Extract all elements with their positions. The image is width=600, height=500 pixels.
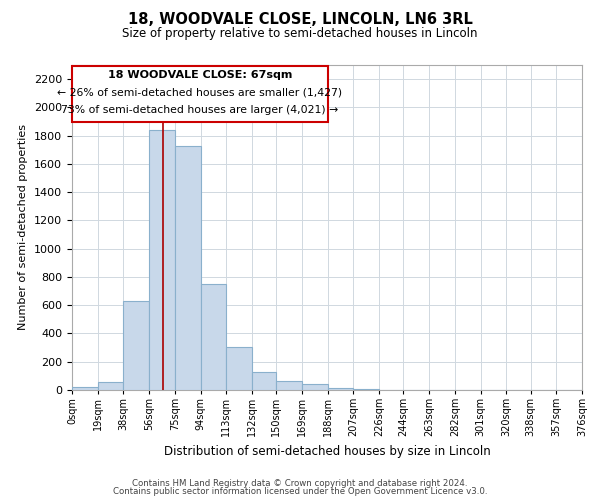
Bar: [276, 381, 302, 390]
Text: Size of property relative to semi-detached houses in Lincoln: Size of property relative to semi-detach…: [122, 28, 478, 40]
Text: Contains HM Land Registry data © Crown copyright and database right 2024.: Contains HM Land Registry data © Crown c…: [132, 478, 468, 488]
Text: 18 WOODVALE CLOSE: 67sqm: 18 WOODVALE CLOSE: 67sqm: [107, 70, 292, 80]
Bar: [252, 372, 276, 390]
Bar: [124, 301, 149, 390]
Text: ← 26% of semi-detached houses are smaller (1,427): ← 26% of semi-detached houses are smalle…: [57, 88, 343, 98]
Bar: [226, 347, 252, 390]
Text: 18, WOODVALE CLOSE, LINCOLN, LN6 3RL: 18, WOODVALE CLOSE, LINCOLN, LN6 3RL: [128, 12, 472, 28]
Bar: [72, 387, 98, 390]
FancyBboxPatch shape: [72, 66, 328, 122]
Bar: [98, 382, 124, 390]
Bar: [328, 388, 353, 390]
Bar: [200, 284, 226, 390]
Text: Contains public sector information licensed under the Open Government Licence v3: Contains public sector information licen…: [113, 487, 487, 496]
X-axis label: Distribution of semi-detached houses by size in Lincoln: Distribution of semi-detached houses by …: [164, 444, 490, 458]
Text: 73% of semi-detached houses are larger (4,021) →: 73% of semi-detached houses are larger (…: [61, 105, 338, 115]
Bar: [149, 130, 175, 390]
Bar: [175, 146, 200, 390]
Y-axis label: Number of semi-detached properties: Number of semi-detached properties: [19, 124, 28, 330]
Bar: [302, 384, 328, 390]
